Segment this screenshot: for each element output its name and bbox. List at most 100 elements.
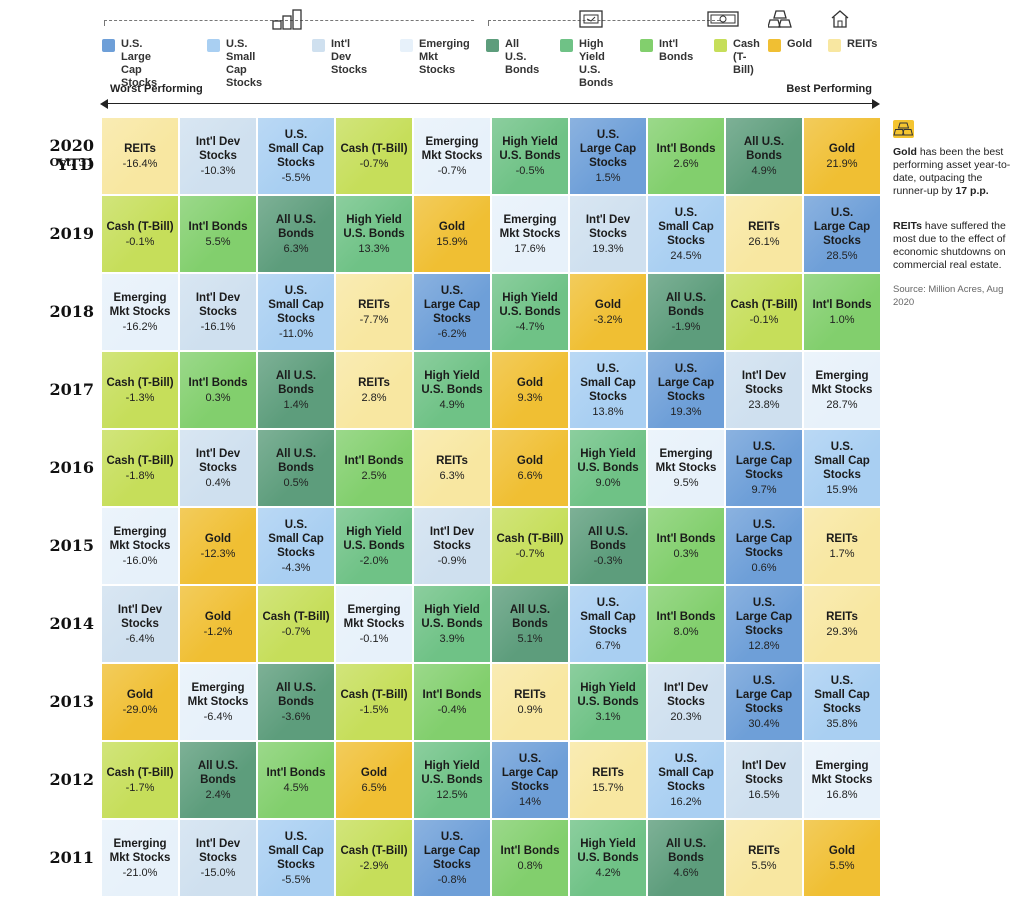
cell-asset-name: REITs — [826, 532, 858, 545]
cell-asset-name: All U.S. Bonds — [665, 837, 707, 864]
grid-cell-reits: REITs -7.7% — [336, 274, 412, 350]
cell-asset-name: REITs — [358, 376, 390, 389]
cell-asset-name: Int'l Bonds — [188, 376, 248, 389]
grid-cell-us_large: U.S. Large Cap Stocks -6.2% — [414, 274, 490, 350]
cell-asset-name: Int'l Dev Stocks — [429, 525, 475, 552]
cell-asset-name: Int'l Bonds — [656, 610, 716, 623]
cell-return-value: -10.3% — [200, 164, 236, 177]
cell-asset-name: U.S. Small Cap Stocks — [580, 362, 636, 403]
cell-return-value: 5.1% — [517, 632, 543, 645]
grid-cell-cash: Cash (T-Bill) -1.7% — [102, 742, 178, 818]
reits-note-text: have suffered the most due to the effect… — [893, 220, 1006, 271]
cell-asset-name: U.S. Small Cap Stocks — [268, 284, 324, 325]
cell-asset-name: REITs — [592, 766, 624, 779]
cell-asset-name: All U.S. Bonds — [197, 759, 239, 786]
cell-asset-name: U.S. Small Cap Stocks — [658, 752, 714, 793]
legend-label-intl_dev: Int'l Dev Stocks — [331, 38, 368, 76]
cell-return-value: 4.6% — [673, 866, 699, 879]
grid-cell-us_small: U.S. Small Cap Stocks -5.5% — [258, 820, 334, 896]
legend-item-intl_dev: Int'l Dev Stocks — [312, 38, 367, 77]
cell-return-value: 9.5% — [673, 476, 699, 489]
cell-return-value: -0.7% — [515, 547, 545, 560]
cell-asset-name: Int'l Bonds — [500, 844, 560, 857]
cell-asset-name: All U.S. Bonds — [587, 525, 629, 552]
cell-asset-name: U.S. Large Cap Stocks — [579, 128, 637, 169]
axis-arrow-right — [872, 99, 880, 109]
axis-arrow-left — [100, 99, 108, 109]
grid-cell-all_bonds: All U.S. Bonds 4.9% — [726, 118, 802, 194]
cell-asset-name: U.S. Small Cap Stocks — [268, 128, 324, 169]
cell-return-value: -4.3% — [281, 561, 311, 574]
grid-cell-hy: High Yield U.S. Bonds 3.1% — [570, 664, 646, 740]
grid-cell-all_bonds: All U.S. Bonds -0.3% — [570, 508, 646, 584]
stocks-bracket — [104, 20, 474, 21]
cell-return-value: 2.4% — [205, 788, 231, 801]
cell-return-value: -0.1% — [749, 313, 779, 326]
cell-asset-name: Gold — [828, 142, 856, 155]
cell-asset-name: All U.S. Bonds — [275, 369, 317, 396]
gold-note-text: has been the best performing asset year-… — [893, 146, 1011, 197]
cell-asset-name: Int'l Bonds — [422, 688, 482, 701]
grid-cell-us_small: U.S. Small Cap Stocks 15.9% — [804, 430, 880, 506]
cell-return-value: 24.5% — [670, 249, 702, 262]
stocks-bracket-left-tick — [104, 20, 105, 26]
grid-cell-gold: Gold 5.5% — [804, 820, 880, 896]
cell-return-value: 0.4% — [205, 476, 231, 489]
cell-return-value: -3.6% — [281, 710, 311, 723]
cell-asset-name: Gold — [516, 454, 544, 467]
cell-return-value: -0.7% — [281, 625, 311, 638]
cell-asset-name: Gold — [594, 298, 622, 311]
grid-cell-us_small: U.S. Small Cap Stocks 16.2% — [648, 742, 724, 818]
cell-return-value: 6.7% — [595, 639, 621, 652]
cell-asset-name: REITs — [748, 844, 780, 857]
cell-asset-name: High Yield U.S. Bonds — [499, 291, 561, 318]
year-label: 2017 — [49, 380, 94, 399]
cell-return-value: -0.7% — [437, 164, 467, 177]
grid-cell-gold: Gold 9.3% — [492, 352, 568, 428]
cell-return-value: 23.8% — [748, 398, 780, 411]
bond-certificate-icon — [579, 10, 603, 28]
grid-cell-us_small: U.S. Small Cap Stocks 24.5% — [648, 196, 724, 272]
cell-return-value: 6.6% — [517, 469, 543, 482]
legend-item-em: Emerging Mkt Stocks — [400, 38, 470, 77]
cell-return-value: -29.0% — [122, 703, 158, 716]
legend-item-gold: Gold — [768, 38, 812, 52]
cell-asset-name: All U.S. Bonds — [665, 291, 707, 318]
gold-bars-badge-icon — [893, 120, 914, 138]
grid-cell-cash: Cash (T-Bill) -0.7% — [258, 586, 334, 662]
cell-return-value: 28.5% — [826, 249, 858, 262]
cell-asset-name: Emerging Mkt Stocks — [811, 369, 873, 396]
cell-return-value: 5.5% — [751, 859, 777, 872]
grid-cell-intl_bonds: Int'l Bonds 2.6% — [648, 118, 724, 194]
grid-cell-all_bonds: All U.S. Bonds 1.4% — [258, 352, 334, 428]
cell-asset-name: Emerging Mkt Stocks — [109, 837, 171, 864]
cell-asset-name: U.S. Large Cap Stocks — [813, 206, 871, 247]
cell-asset-name: Int'l Bonds — [344, 454, 404, 467]
cell-asset-name: High Yield U.S. Bonds — [421, 759, 483, 786]
cell-return-value: 15.9% — [826, 483, 858, 496]
grid-cell-intl_bonds: Int'l Bonds 0.8% — [492, 820, 568, 896]
cell-return-value: 2.5% — [361, 469, 387, 482]
grid-cell-intl_bonds: Int'l Bonds 0.3% — [648, 508, 724, 584]
grid-cell-em: Emerging Mkt Stocks 9.5% — [648, 430, 724, 506]
cell-asset-name: Int'l Dev Stocks — [195, 447, 241, 474]
grid-cell-intl_dev: Int'l Dev Stocks -15.0% — [180, 820, 256, 896]
cell-asset-name: Int'l Dev Stocks — [741, 759, 787, 786]
grid-cell-cash: Cash (T-Bill) -0.1% — [726, 274, 802, 350]
grid-cell-hy: High Yield U.S. Bonds 4.9% — [414, 352, 490, 428]
cell-asset-name: U.S. Large Cap Stocks — [735, 518, 793, 559]
grid-cell-em: Emerging Mkt Stocks -21.0% — [102, 820, 178, 896]
grid-cell-intl_dev: Int'l Dev Stocks -10.3% — [180, 118, 256, 194]
cell-asset-name: High Yield U.S. Bonds — [499, 135, 561, 162]
bonds-bracket-left-tick — [488, 20, 489, 26]
cell-asset-name: U.S. Large Cap Stocks — [423, 830, 481, 871]
cell-return-value: -5.5% — [281, 873, 311, 886]
grid-cell-all_bonds: All U.S. Bonds 4.6% — [648, 820, 724, 896]
legend-item-us_large: U.S. Large Cap Stocks — [102, 38, 157, 90]
cell-return-value: -6.4% — [125, 632, 155, 645]
legend-swatch-reits — [828, 39, 841, 52]
cell-return-value: -11.0% — [278, 327, 314, 340]
grid-cell-us_large: U.S. Large Cap Stocks 28.5% — [804, 196, 880, 272]
cell-asset-name: Gold — [516, 376, 544, 389]
year-label: 2012 — [49, 770, 94, 789]
